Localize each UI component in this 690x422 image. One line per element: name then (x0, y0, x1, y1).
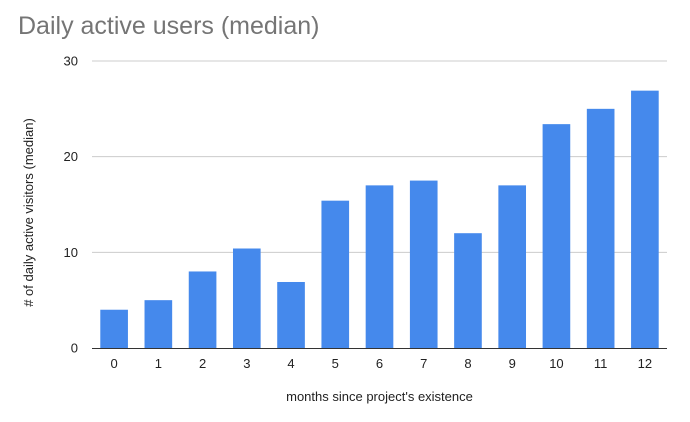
y-tick-labels: 0 10 20 30 (64, 54, 78, 356)
bar-month-6 (365, 185, 394, 348)
bar-month-0 (100, 309, 128, 348)
x-tick-label: 11 (594, 356, 608, 371)
y-tick-label: 20 (64, 149, 78, 164)
chart-title: Daily active users (median) (18, 12, 320, 40)
y-tick-label: 30 (64, 54, 78, 69)
x-tick-label: 10 (549, 356, 563, 371)
x-tick-label: 9 (509, 356, 516, 371)
x-tick-label: 3 (243, 356, 250, 371)
x-tick-label: 7 (420, 356, 427, 371)
x-tick-label: 1 (155, 356, 162, 371)
x-tick-label: 8 (464, 356, 471, 371)
bar-month-2 (188, 271, 217, 348)
bar-month-10 (542, 124, 571, 348)
x-tick-label: 6 (376, 356, 383, 371)
x-tick-label: 2 (199, 356, 206, 371)
bar-month-4 (277, 281, 305, 348)
bar-month-8 (454, 233, 482, 348)
x-tick-label: 0 (110, 356, 117, 371)
x-tick-label: 4 (287, 356, 294, 371)
bar-month-12 (631, 90, 659, 348)
y-axis-label: # of daily active visitors (median) (21, 118, 36, 307)
bar-month-7 (409, 180, 438, 348)
bar-month-9 (498, 185, 527, 348)
bars (100, 90, 659, 348)
bar-month-1 (144, 300, 173, 348)
x-axis-label: months since project's existence (286, 389, 473, 404)
y-tick-label: 10 (64, 245, 78, 260)
x-tick-labels: 0 1 2 3 4 5 6 7 8 9 10 11 12 (110, 356, 652, 371)
y-tick-label: 0 (71, 341, 78, 356)
bar-month-11 (586, 108, 615, 348)
bar-month-3 (232, 248, 261, 348)
x-tick-label: 5 (332, 356, 339, 371)
x-tick-label: 12 (638, 356, 652, 371)
bar-month-5 (321, 200, 350, 348)
